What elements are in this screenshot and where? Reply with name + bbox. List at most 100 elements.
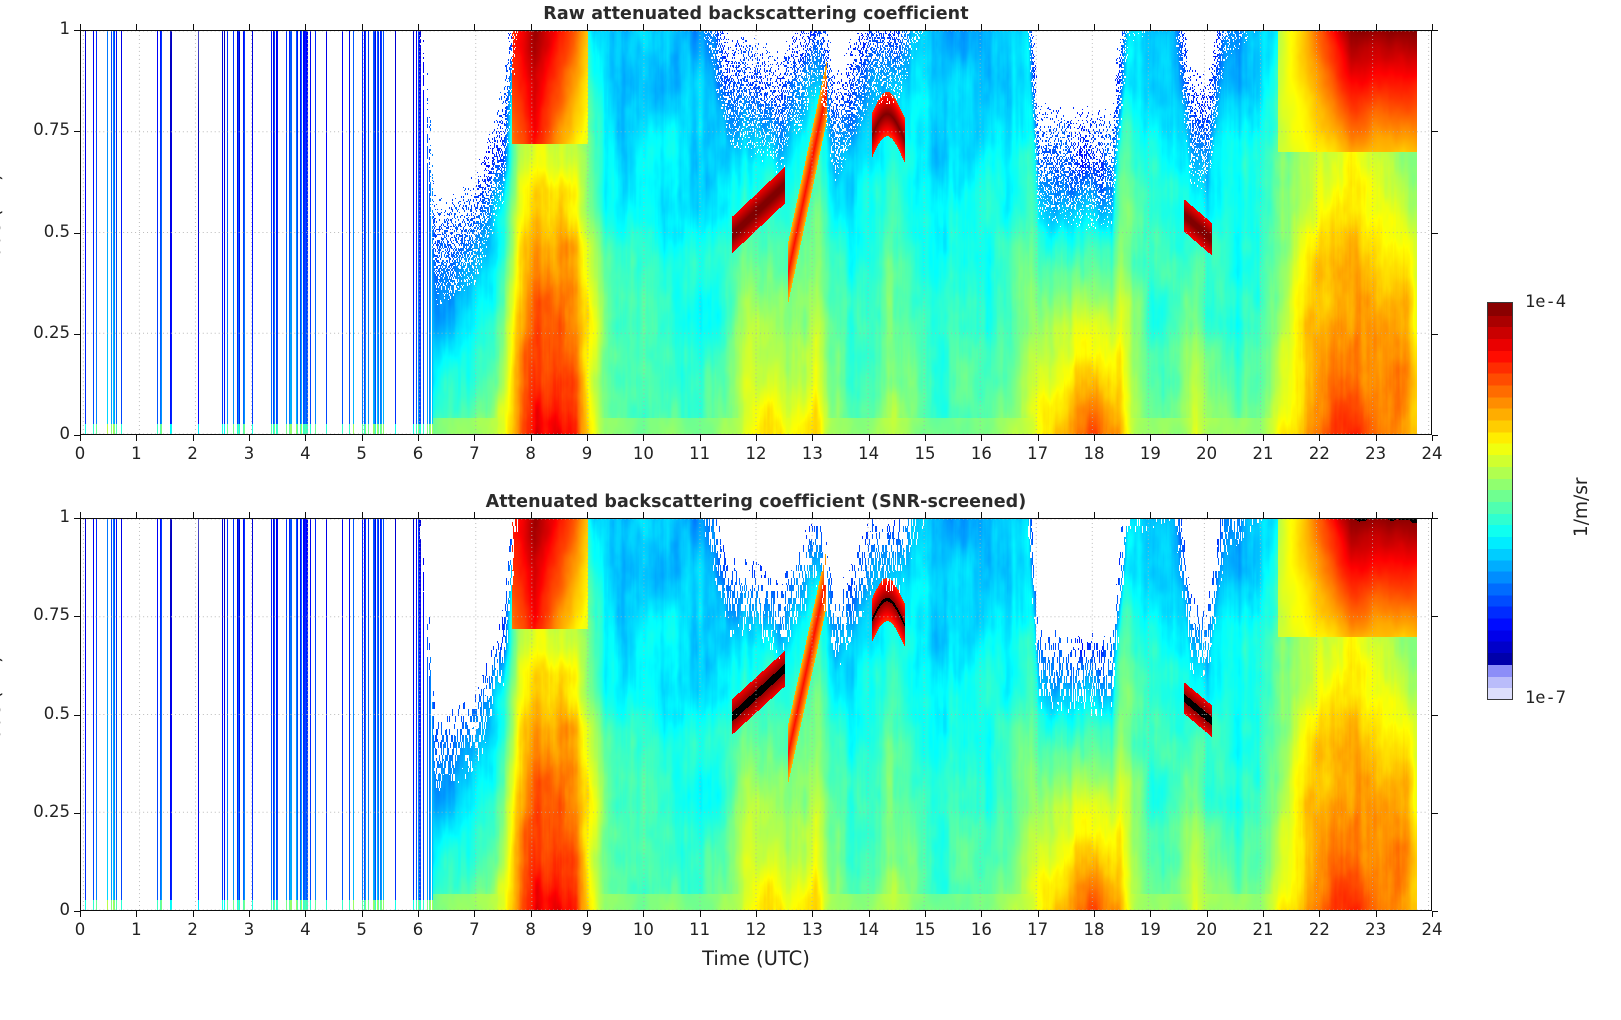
x-tick [1319,435,1321,441]
x-tick [925,911,926,917]
x-tick-top [530,512,532,518]
x-tick-top [1206,24,1208,30]
x-tick-top [812,24,814,30]
x-tick [1375,435,1377,441]
x-tick-label: 12 [745,920,767,939]
x-tick [868,435,870,441]
x-tick [1094,435,1095,441]
colorbar-max-label: 1e-4 [1525,292,1566,312]
heatmap-snr [81,519,1431,910]
x-tick-label: 24 [1421,920,1443,939]
x-tick-label: 21 [1252,920,1274,939]
axes-raw [80,30,1432,435]
x-tick-label: 2 [187,920,198,939]
axis-label-y-snr: Altitude (km) [0,655,5,777]
x-tick [474,435,476,441]
x-tick [643,435,645,441]
x-tick-label: 3 [243,920,255,939]
x-tick [756,435,757,441]
x-tick-top [418,24,419,30]
x-tick [925,435,926,441]
x-tick [305,435,307,441]
x-tick-label: 1 [131,920,142,939]
y-tick-right [1432,333,1438,335]
x-tick-top [1037,512,1039,518]
x-tick-top [1432,512,1433,518]
y-tick-label: 0.5 [43,221,70,241]
x-tick [643,911,645,917]
panel-snr-title: Attenuated backscattering coefficient (S… [485,492,1027,512]
x-tick-top [756,512,757,518]
x-tick-top [1150,512,1152,518]
x-tick-top [249,24,250,30]
x-tick-label: 23 [1365,920,1387,939]
x-tick-top [1432,24,1433,30]
x-tick-label: 20 [1196,444,1218,463]
x-tick-label: 13 [801,444,823,463]
x-tick [474,911,476,917]
x-tick-label: 13 [801,920,823,939]
x-tick-top [1263,512,1264,518]
x-tick [361,435,363,441]
y-tick [74,333,80,335]
x-tick-label: 9 [581,920,593,939]
x-tick-top [305,512,307,518]
x-tick-top [643,512,645,518]
y-tick-right [1432,30,1438,31]
x-tick-top [1375,512,1377,518]
x-tick [812,435,814,441]
x-tick-label: 22 [1308,920,1330,939]
x-tick-label: 21 [1252,444,1274,463]
x-tick-top [1150,24,1152,30]
x-tick-top [981,512,983,518]
x-tick [756,911,757,917]
y-tick [74,518,80,519]
y-tick-label: 0.25 [33,322,70,342]
x-tick-top [1094,512,1095,518]
x-tick-label: 7 [469,920,480,939]
y-tick-label: 0.25 [33,801,70,821]
x-tick [192,435,194,441]
y-tick-label: 0.75 [33,605,70,625]
x-tick [136,435,138,441]
x-tick-top [1206,512,1208,518]
x-tick-top [136,512,138,518]
x-tick-top [136,24,138,30]
y-tick-label: 0.75 [33,120,70,140]
x-tick [361,911,363,917]
y-tick [74,435,80,436]
x-tick-label: 14 [858,920,880,939]
x-tick-label: 8 [525,444,536,463]
x-tick-label: 19 [1139,444,1161,463]
y-tick-label: 0 [59,900,71,919]
y-tick [74,30,80,31]
x-tick [305,911,307,917]
x-tick [1206,911,1208,917]
y-tick-label: 0.5 [43,703,70,723]
x-tick-top [756,24,757,30]
x-tick-top [925,24,926,30]
x-tick-label: 5 [356,444,367,463]
x-tick-label: 1 [131,444,142,463]
x-tick-top [812,512,814,518]
x-tick-label: 12 [745,444,767,463]
y-tick [74,616,80,618]
x-tick [1319,911,1321,917]
y-tick-label: 1 [59,507,71,526]
x-tick [981,435,983,441]
x-tick-top [699,512,701,518]
x-tick-top [1094,24,1095,30]
y-tick-right [1432,714,1438,716]
x-tick [80,911,81,917]
x-tick-label: 22 [1308,444,1330,463]
y-tick-label: 0 [59,424,71,443]
x-tick-label: 17 [1027,920,1049,939]
x-tick-label: 14 [858,444,880,463]
x-tick-top [305,24,307,30]
x-tick-label: 24 [1421,444,1443,463]
x-tick [699,435,701,441]
x-tick-top [643,24,645,30]
x-tick [418,911,419,917]
x-tick-label: 20 [1196,920,1218,939]
